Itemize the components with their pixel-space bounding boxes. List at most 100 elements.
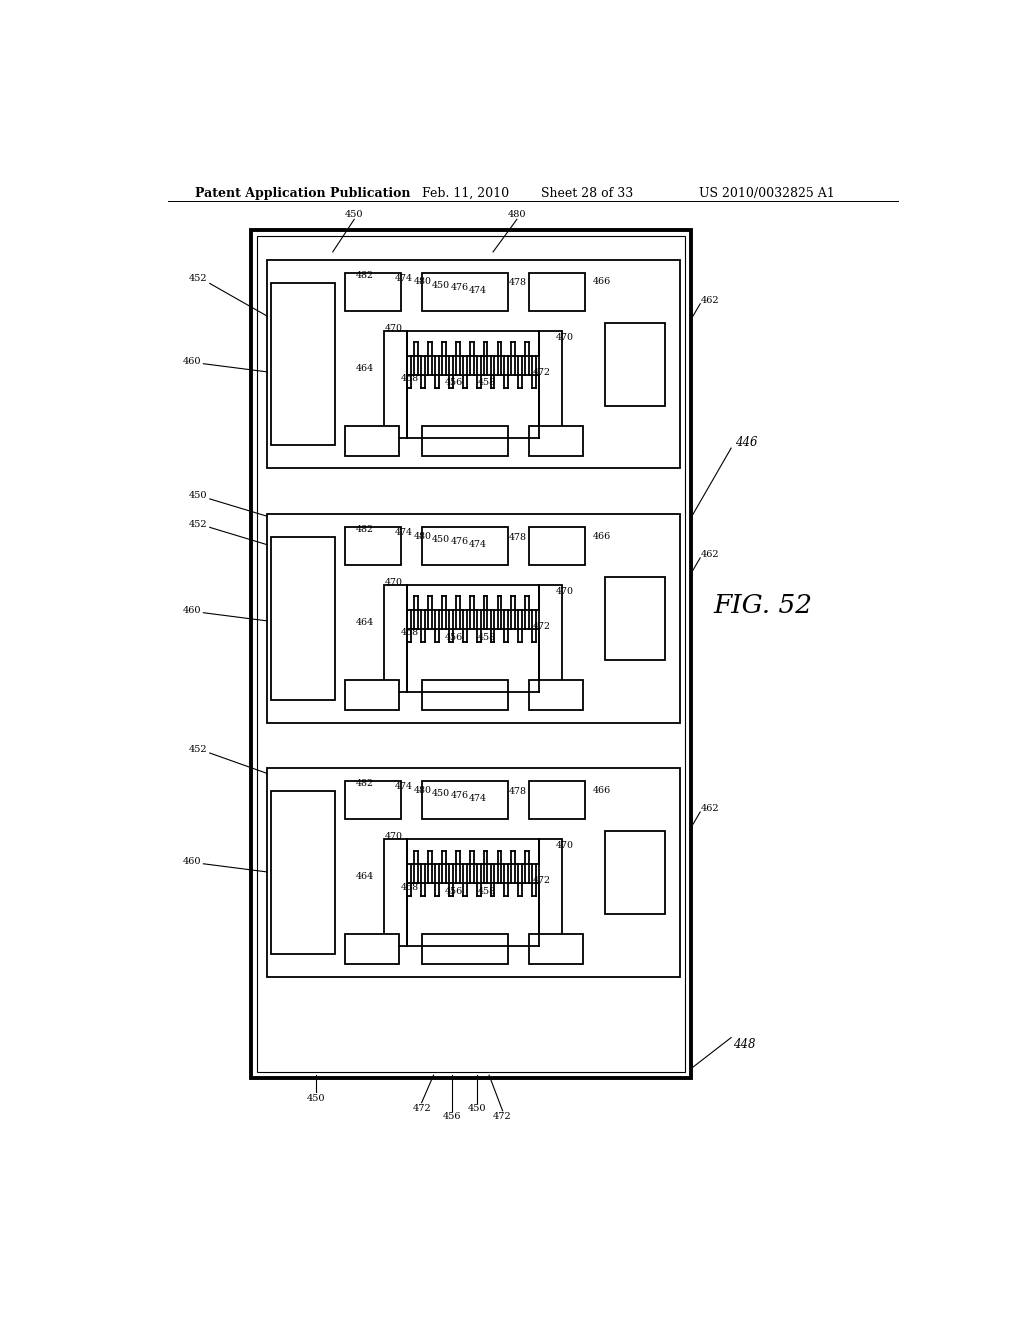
Bar (422, 527, 508, 565)
Text: 462: 462 (701, 550, 720, 560)
Bar (605, 322, 666, 405)
Bar (529, 425, 583, 455)
Text: 470: 470 (556, 333, 573, 342)
Bar (529, 780, 585, 820)
Text: 464: 464 (355, 618, 374, 627)
Bar (422, 680, 508, 710)
Text: Sheet 28 of 33: Sheet 28 of 33 (541, 187, 633, 199)
Text: 472: 472 (534, 876, 551, 886)
Text: 464: 464 (355, 364, 374, 372)
Bar (345, 272, 401, 312)
Text: 456: 456 (444, 632, 463, 642)
Text: 450: 450 (432, 535, 451, 544)
Text: 450: 450 (468, 1105, 486, 1113)
Text: 450: 450 (345, 210, 364, 219)
Bar (271, 791, 335, 953)
Text: 476: 476 (451, 284, 469, 292)
Text: 470: 470 (556, 586, 573, 595)
Text: 466: 466 (593, 277, 611, 286)
Text: 478: 478 (508, 787, 526, 796)
Bar (384, 331, 408, 438)
Bar (422, 780, 508, 820)
Text: 464: 464 (355, 873, 374, 880)
Bar (267, 515, 680, 722)
Text: 482: 482 (355, 271, 374, 280)
Text: 474: 474 (395, 783, 413, 792)
Text: 472: 472 (534, 368, 551, 378)
Text: 462: 462 (701, 804, 720, 813)
Bar (422, 425, 508, 455)
Text: 468: 468 (401, 883, 419, 891)
Text: 458: 458 (477, 887, 496, 896)
Bar (540, 840, 562, 946)
Text: 460: 460 (182, 857, 201, 866)
Bar (271, 282, 335, 445)
Bar (251, 230, 691, 1078)
Text: 470: 470 (384, 833, 402, 841)
Text: 478: 478 (508, 279, 526, 288)
Text: 458: 458 (477, 379, 496, 388)
Text: 458: 458 (477, 632, 496, 642)
Text: 470: 470 (384, 325, 402, 333)
Text: 476: 476 (451, 792, 469, 800)
Bar (267, 768, 680, 977)
Text: US 2010/0032825 A1: US 2010/0032825 A1 (699, 187, 836, 199)
Bar (422, 933, 508, 964)
Bar (384, 585, 408, 692)
Bar (605, 830, 666, 913)
Text: 474: 474 (469, 285, 487, 294)
Bar (540, 331, 562, 438)
Bar (271, 537, 335, 700)
Text: 460: 460 (182, 358, 201, 366)
Bar (345, 680, 399, 710)
Text: 472: 472 (534, 622, 551, 631)
Bar (529, 272, 585, 312)
Text: 462: 462 (701, 296, 720, 305)
Text: Patent Application Publication: Patent Application Publication (196, 187, 411, 199)
Text: 456: 456 (442, 1113, 461, 1122)
Text: 480: 480 (414, 785, 431, 795)
Text: 466: 466 (593, 785, 611, 795)
Bar (345, 780, 401, 820)
Text: 470: 470 (384, 578, 402, 587)
Text: 468: 468 (401, 628, 419, 638)
Bar (529, 933, 583, 964)
Text: 450: 450 (432, 281, 451, 289)
Text: 466: 466 (593, 532, 611, 540)
Bar (422, 272, 508, 312)
Text: 450: 450 (432, 789, 451, 797)
Text: 480: 480 (508, 210, 526, 219)
Text: 450: 450 (188, 491, 207, 500)
Text: FIG. 52: FIG. 52 (714, 593, 812, 618)
Text: 472: 472 (413, 1105, 431, 1113)
Text: 446: 446 (735, 437, 758, 450)
Text: 450: 450 (307, 1094, 326, 1104)
Bar (345, 527, 401, 565)
Bar (345, 425, 399, 455)
Text: Feb. 11, 2010: Feb. 11, 2010 (422, 187, 509, 199)
Bar (257, 236, 685, 1072)
Text: 480: 480 (414, 532, 431, 540)
Text: 456: 456 (444, 887, 463, 896)
Bar (384, 840, 408, 946)
Text: 482: 482 (355, 525, 374, 535)
Text: 480: 480 (414, 277, 431, 286)
Text: 478: 478 (508, 532, 526, 541)
Bar (267, 260, 680, 469)
Text: 452: 452 (188, 273, 207, 282)
Text: 474: 474 (395, 275, 413, 284)
Text: 456: 456 (444, 379, 463, 388)
Text: 474: 474 (469, 793, 487, 803)
Text: 452: 452 (188, 746, 207, 755)
Bar (529, 680, 583, 710)
Text: 472: 472 (494, 1113, 512, 1122)
Bar (605, 577, 666, 660)
Text: 452: 452 (188, 520, 207, 529)
Text: 460: 460 (182, 606, 201, 615)
Text: 474: 474 (395, 528, 413, 537)
Bar (540, 585, 562, 692)
Text: 448: 448 (733, 1039, 756, 1051)
Bar (529, 527, 585, 565)
Bar (345, 933, 399, 964)
Text: 468: 468 (401, 375, 419, 383)
